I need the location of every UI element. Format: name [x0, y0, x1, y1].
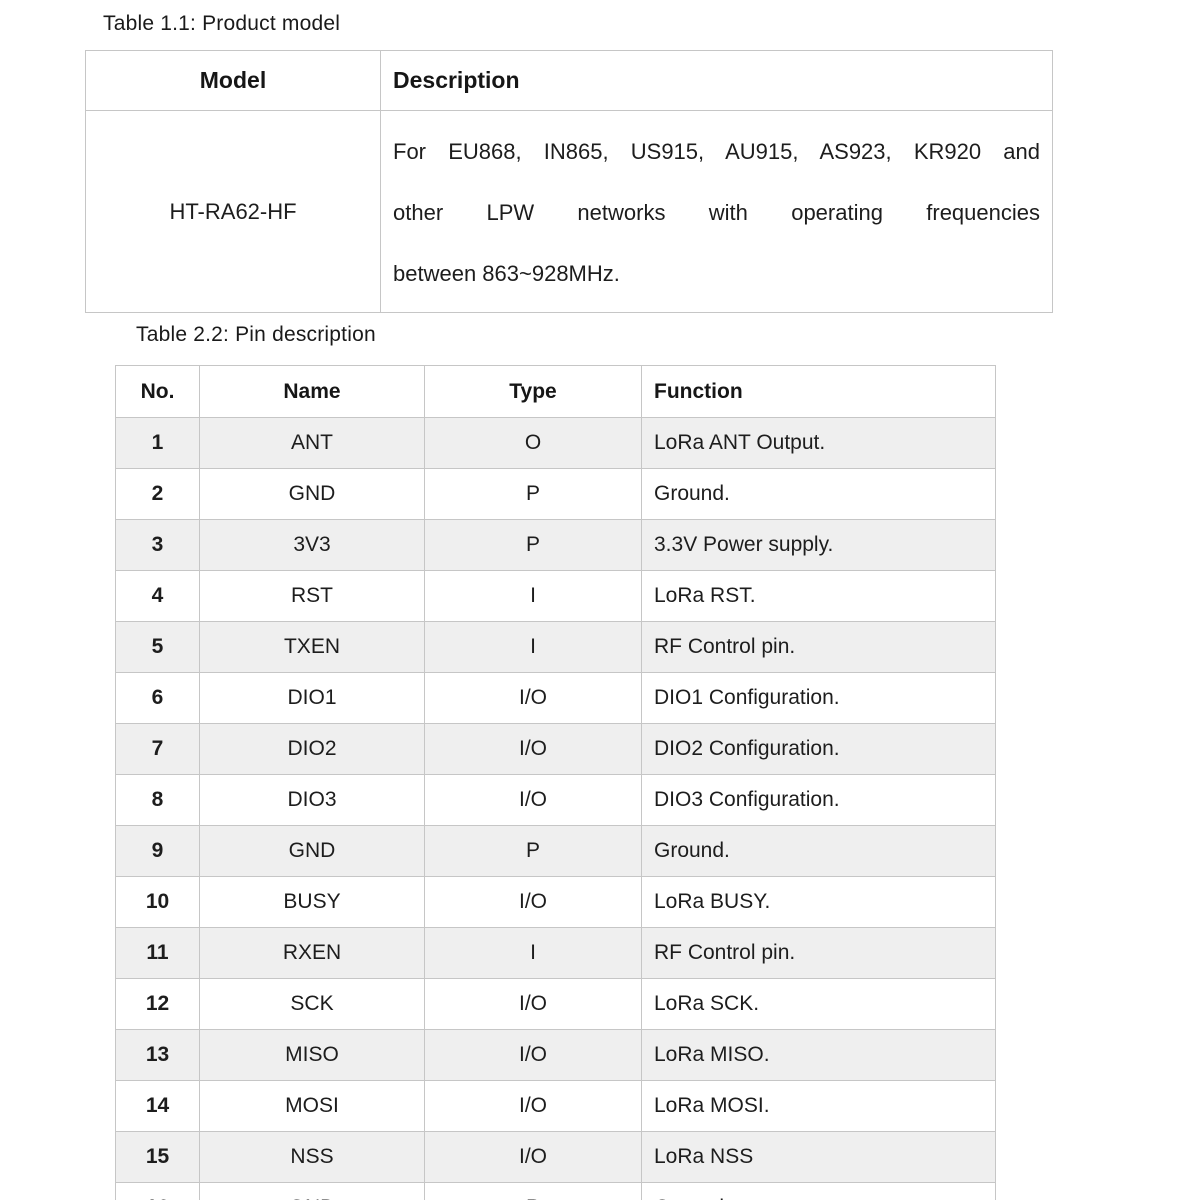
- table2-caption: Table 2.2: Pin description: [136, 323, 376, 346]
- pin-name: NSS: [199, 1131, 425, 1183]
- table-row: 4 RST I LoRa RST.: [115, 570, 996, 622]
- pin-name: BUSY: [199, 876, 425, 928]
- pin-function: LoRa NSS: [641, 1131, 996, 1183]
- product-model-table: Model Description HT-RA62-HF For EU868, …: [85, 50, 1053, 313]
- pin-no: 5: [115, 621, 200, 673]
- table-row: 9 GND P Ground.: [115, 825, 996, 877]
- pin-type: I/O: [424, 774, 642, 826]
- table2-header-row: No. Name Type Function: [115, 365, 996, 418]
- pin-no: 4: [115, 570, 200, 622]
- description-value: For EU868, IN865, US915, AU915, AS923, K…: [380, 110, 1053, 313]
- pin-name: DIO3: [199, 774, 425, 826]
- pin-function: RF Control pin.: [641, 927, 996, 979]
- pin-type: P: [424, 1182, 642, 1200]
- pin-name: GND: [199, 825, 425, 877]
- pin-type: P: [424, 468, 642, 520]
- table-row: 14 MOSI I/O LoRa MOSI.: [115, 1080, 996, 1132]
- table-row: 13 MISO I/O LoRa MISO.: [115, 1029, 996, 1081]
- pin-function: Ground.: [641, 1182, 996, 1200]
- pin-function: DIO1 Configuration.: [641, 672, 996, 724]
- pin-function: Ground.: [641, 825, 996, 877]
- pin-type: I/O: [424, 876, 642, 928]
- pin-no: 7: [115, 723, 200, 775]
- pin-type: I/O: [424, 1029, 642, 1081]
- pin-function: LoRa RST.: [641, 570, 996, 622]
- table1-header-row: Model Description: [85, 50, 1053, 111]
- pin-name: GND: [199, 1182, 425, 1200]
- table-row: HT-RA62-HF For EU868, IN865, US915, AU91…: [85, 110, 1053, 313]
- table-row: 16 GND P Ground.: [115, 1182, 996, 1200]
- description-line: between 863~928MHz.: [393, 261, 620, 286]
- pin-type: I: [424, 927, 642, 979]
- pin-function: RF Control pin.: [641, 621, 996, 673]
- pin-function: DIO3 Configuration.: [641, 774, 996, 826]
- pin-no: 15: [115, 1131, 200, 1183]
- pin-type: I/O: [424, 1131, 642, 1183]
- pin-name: TXEN: [199, 621, 425, 673]
- table2-header-no: No.: [115, 365, 200, 418]
- pin-no: 13: [115, 1029, 200, 1081]
- pin-function: LoRa MISO.: [641, 1029, 996, 1081]
- pin-name: 3V3: [199, 519, 425, 571]
- pin-name: DIO1: [199, 672, 425, 724]
- pin-name: MOSI: [199, 1080, 425, 1132]
- pin-no: 2: [115, 468, 200, 520]
- pin-type: I/O: [424, 723, 642, 775]
- pin-type: O: [424, 417, 642, 469]
- pin-function: Ground.: [641, 468, 996, 520]
- pin-function: LoRa BUSY.: [641, 876, 996, 928]
- pin-function: LoRa SCK.: [641, 978, 996, 1030]
- pin-no: 3: [115, 519, 200, 571]
- table-row: 2 GND P Ground.: [115, 468, 996, 520]
- pin-type: I: [424, 621, 642, 673]
- description-line: For EU868, IN865, US915, AU915, AS923, K…: [393, 139, 1040, 164]
- table1-header-description: Description: [380, 50, 1053, 111]
- table1-caption: Table 1.1: Product model: [103, 12, 341, 35]
- pin-function: LoRa ANT Output.: [641, 417, 996, 469]
- pin-function: LoRa MOSI.: [641, 1080, 996, 1132]
- table-row: 3 3V3 P 3.3V Power supply.: [115, 519, 996, 571]
- pin-type: I/O: [424, 672, 642, 724]
- pin-name: RST: [199, 570, 425, 622]
- model-value: HT-RA62-HF: [85, 110, 381, 313]
- pin-type: I/O: [424, 1080, 642, 1132]
- table1-header-model: Model: [85, 50, 381, 111]
- table-row: 10 BUSY I/O LoRa BUSY.: [115, 876, 996, 928]
- pin-name: RXEN: [199, 927, 425, 979]
- table-row: 15 NSS I/O LoRa NSS: [115, 1131, 996, 1183]
- pin-no: 14: [115, 1080, 200, 1132]
- table-row: 8 DIO3 I/O DIO3 Configuration.: [115, 774, 996, 826]
- pin-no: 11: [115, 927, 200, 979]
- table-row: 1 ANT O LoRa ANT Output.: [115, 417, 996, 469]
- pin-no: 9: [115, 825, 200, 877]
- pin-no: 6: [115, 672, 200, 724]
- pin-name: MISO: [199, 1029, 425, 1081]
- pin-name: GND: [199, 468, 425, 520]
- pin-no: 12: [115, 978, 200, 1030]
- pin-type: P: [424, 519, 642, 571]
- pin-name: SCK: [199, 978, 425, 1030]
- pin-no: 1: [115, 417, 200, 469]
- pin-type: I: [424, 570, 642, 622]
- pin-no: 16: [115, 1182, 200, 1200]
- table2-header-function: Function: [641, 365, 996, 418]
- table-row: 5 TXEN I RF Control pin.: [115, 621, 996, 673]
- pin-name: DIO2: [199, 723, 425, 775]
- pin-type: P: [424, 825, 642, 877]
- table2-header-type: Type: [424, 365, 642, 418]
- table2-header-name: Name: [199, 365, 425, 418]
- pin-type: I/O: [424, 978, 642, 1030]
- table-row: 12 SCK I/O LoRa SCK.: [115, 978, 996, 1030]
- table-row: 11 RXEN I RF Control pin.: [115, 927, 996, 979]
- description-line: other LPW networks with operating freque…: [393, 200, 1040, 225]
- pin-no: 10: [115, 876, 200, 928]
- pin-description-table: No. Name Type Function 1 ANT O LoRa ANT …: [115, 365, 996, 1200]
- table-row: 6 DIO1 I/O DIO1 Configuration.: [115, 672, 996, 724]
- pin-function: DIO2 Configuration.: [641, 723, 996, 775]
- pin-no: 8: [115, 774, 200, 826]
- table-row: 7 DIO2 I/O DIO2 Configuration.: [115, 723, 996, 775]
- pin-function: 3.3V Power supply.: [641, 519, 996, 571]
- pin-name: ANT: [199, 417, 425, 469]
